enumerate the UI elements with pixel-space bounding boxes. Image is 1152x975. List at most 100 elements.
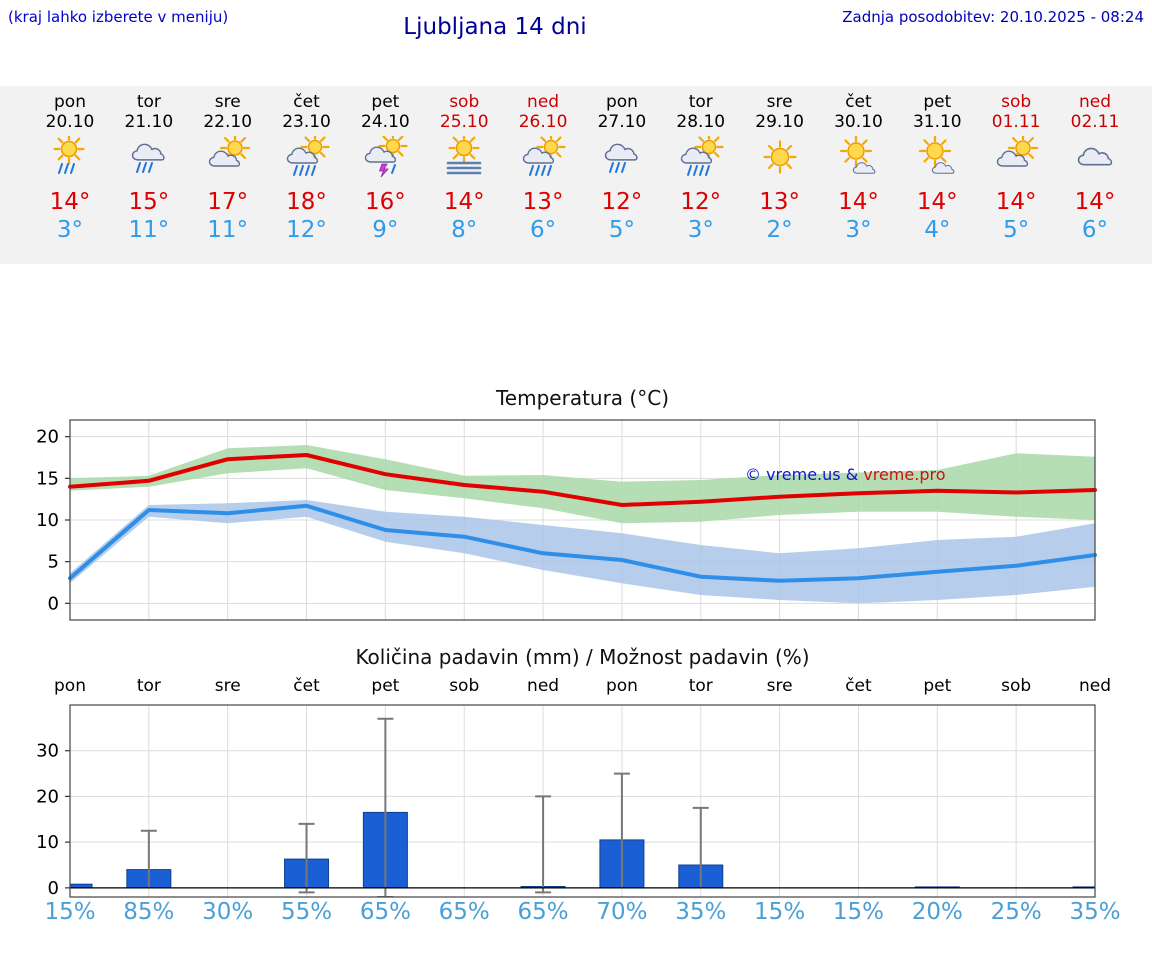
day-high-temp: 14° xyxy=(1074,189,1116,215)
forecast-strip: pon 20.10 14° 3° tor 21.10 15° 11° sre 22.10 17° 11… xyxy=(0,86,1152,264)
weather-icon xyxy=(582,136,662,188)
day-date: 22.10 xyxy=(203,112,253,132)
day-low-temp: 3° xyxy=(845,217,872,243)
day-date: 24.10 xyxy=(361,112,410,132)
day-high-temp: 12° xyxy=(680,189,722,215)
precip-percent: 35% xyxy=(675,899,727,925)
precip-percent: 85% xyxy=(123,899,175,925)
sun-small-cloud-icon xyxy=(919,134,955,174)
day-low-temp: 3° xyxy=(56,217,84,243)
day-high-temp: 12° xyxy=(601,189,643,215)
forecast-day-column: ned 26.10 13° 6° xyxy=(503,86,583,244)
sun-cloud-rain-icon xyxy=(680,132,724,176)
precip-day-label: sob xyxy=(449,676,480,696)
weather-icon xyxy=(424,132,504,188)
sunny-icon xyxy=(763,140,797,174)
sun-small-cloud-icon xyxy=(840,134,876,174)
cloudy-icon xyxy=(1077,147,1113,166)
precip-percent: 30% xyxy=(202,899,254,925)
page-title: Ljubljana 14 dni xyxy=(403,14,587,40)
forecast-day-column: pon 20.10 14° 3° xyxy=(30,86,110,244)
weather-icon xyxy=(345,131,425,188)
forecast-day-column: pet 24.10 16° 9° xyxy=(345,86,425,244)
sun-fog-icon xyxy=(446,132,482,175)
svg-text:30: 30 xyxy=(36,741,59,762)
precip-day-label: čet xyxy=(845,676,872,696)
svg-text:10: 10 xyxy=(36,832,59,853)
forecast-day-column: tor 21.10 15° 11° xyxy=(109,86,189,244)
watermark: © vreme.us & vreme.pro xyxy=(745,465,946,484)
forecast-day-column: sob 25.10 14° 8° xyxy=(424,86,504,244)
day-name: sob xyxy=(1001,92,1032,112)
precipitation-chart: 0 10 20 30 xyxy=(36,704,1096,899)
forecast-day-column: tor 28.10 12° 3° xyxy=(661,86,741,244)
weather-icon xyxy=(818,134,898,188)
day-low-temp: 11° xyxy=(207,217,249,243)
day-name: čet xyxy=(845,92,872,112)
day-high-temp: 14° xyxy=(443,189,485,215)
day-date: 20.10 xyxy=(45,112,95,132)
day-high-temp: 15° xyxy=(128,189,170,215)
day-name: tor xyxy=(688,92,713,112)
menu-hint-text: (kraj lahko izberete v meniju) xyxy=(8,8,229,26)
day-high-temp: 13° xyxy=(522,189,564,215)
cloud-rain-icon xyxy=(604,143,638,173)
day-date: 21.10 xyxy=(124,112,174,132)
weather-icon xyxy=(1055,136,1135,188)
svg-text:0: 0 xyxy=(48,593,59,614)
forecast-day-column: ned 02.11 14° 6° xyxy=(1055,86,1135,244)
forecast-day-column: sre 29.10 13° 2° xyxy=(740,86,820,244)
sun-cloud-icon xyxy=(996,132,1039,167)
precip-day-label: tor xyxy=(688,676,713,696)
day-name: sre xyxy=(214,92,241,112)
precip-percent: 25% xyxy=(990,899,1042,925)
line-max-temp xyxy=(68,453,1097,507)
day-date: 25.10 xyxy=(439,112,489,132)
band-max-range xyxy=(70,445,1095,524)
line-min-temp xyxy=(68,503,1097,583)
last-update-text: Zadnja posodobitev: 20.10.2025 - 08:24 xyxy=(842,8,1144,26)
precip-day-label: pon xyxy=(605,676,638,696)
precipitation-chart-title: Količina padavin (mm) / Možnost padavin … xyxy=(355,645,810,669)
day-high-temp: 13° xyxy=(759,189,800,215)
precip-percent: 55% xyxy=(280,899,333,925)
forecast-day-column: pet 31.10 14° 4° xyxy=(897,86,977,244)
day-date: 02.11 xyxy=(1070,112,1120,132)
weather-icon xyxy=(188,132,268,188)
cloud-rain-icon xyxy=(131,143,165,173)
day-low-temp: 9° xyxy=(372,217,399,243)
weather-icon xyxy=(661,132,741,188)
precip-percent: 20% xyxy=(911,899,963,925)
svg-text:0: 0 xyxy=(48,878,59,899)
day-name: pet xyxy=(923,92,952,112)
weather-icon xyxy=(30,133,110,188)
day-low-temp: 6° xyxy=(529,217,557,243)
weather-icon xyxy=(267,132,347,188)
weather-icon xyxy=(503,132,583,188)
day-date: 29.10 xyxy=(755,112,804,132)
weather-icon xyxy=(976,132,1056,188)
sun-cloud-rain-icon xyxy=(522,132,566,176)
day-name: pon xyxy=(605,92,638,112)
day-date: 30.10 xyxy=(834,112,883,132)
day-high-temp: 18° xyxy=(286,189,327,215)
sun-rain-icon xyxy=(53,133,85,174)
svg-text:15: 15 xyxy=(36,468,59,489)
precip-day-label: tor xyxy=(136,676,161,696)
svg-text:10: 10 xyxy=(36,510,59,531)
sun-thunder-icon xyxy=(365,131,408,178)
precip-day-label: ned xyxy=(527,676,560,696)
day-high-temp: 14° xyxy=(995,189,1037,215)
precip-percent: 70% xyxy=(596,899,648,925)
precip-day-label: čet xyxy=(293,676,320,696)
day-name: ned xyxy=(527,92,560,112)
precip-day-label: pet xyxy=(923,676,952,696)
sun-cloud-rain-icon xyxy=(286,132,330,176)
day-low-temp: 12° xyxy=(286,217,327,243)
precip-percent: 65% xyxy=(438,899,490,925)
precip-percent: 15% xyxy=(44,899,96,925)
day-low-temp: 4° xyxy=(924,217,951,243)
svg-text:20: 20 xyxy=(36,786,59,807)
day-low-temp: 5° xyxy=(1003,217,1030,243)
